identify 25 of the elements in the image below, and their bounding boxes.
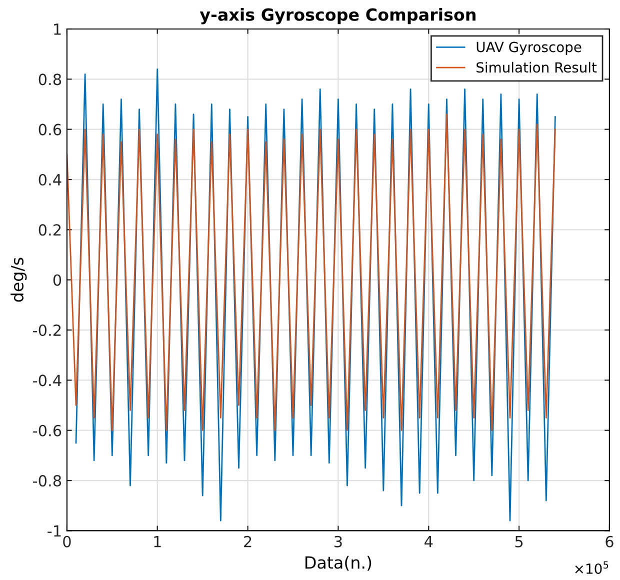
x-tick-label: 0: [63, 536, 71, 548]
y-tick-label: 1: [54, 24, 61, 35]
y-tick-label: 0: [53, 274, 62, 286]
text: ×10$^{5}$: [575, 561, 608, 574]
legend-label: UAV Gyroscope: [476, 42, 582, 55]
chart-title: y-axis Gyroscope Comparison: [200, 8, 476, 24]
x-tick-label: 4: [424, 536, 433, 548]
line-series: [66, 114, 556, 432]
x-tick-label: 3: [334, 536, 342, 548]
y-tick-label: 0.2: [38, 224, 61, 236]
x-tick-label: 1: [154, 536, 161, 548]
x-tick-label: 5: [515, 536, 523, 548]
legend-label: Simulation Result: [476, 62, 597, 73]
y-tick-label: -0.8: [33, 474, 62, 487]
y-tick-label: 0.4: [38, 174, 62, 186]
x-axis-title: Data(n.): [306, 556, 372, 571]
y-tick-label: -0.4: [33, 374, 62, 386]
y-tick-label: 0.6: [38, 124, 62, 136]
y-axis-title: deg/s: [10, 258, 27, 302]
x-tick-label: 2: [244, 536, 252, 548]
x-tick-label: 6: [606, 536, 614, 548]
y-tick-label: -0.6: [33, 424, 62, 436]
y-tick-label: 0.8: [38, 74, 62, 86]
y-tick-label: -0.2: [33, 324, 61, 336]
y-tick-label: -1: [48, 525, 61, 537]
